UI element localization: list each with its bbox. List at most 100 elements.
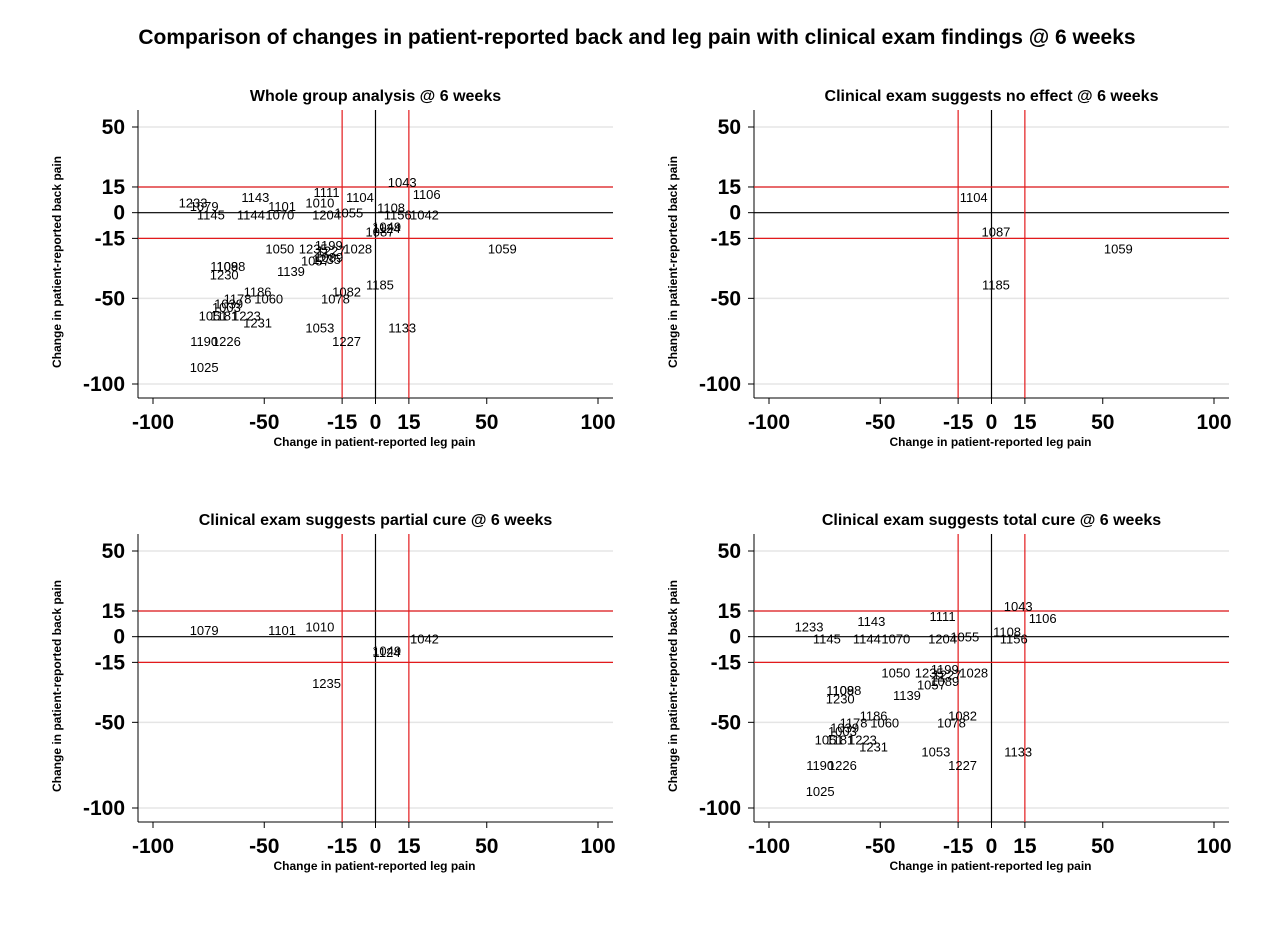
data-point-label: 1079 <box>190 199 219 214</box>
data-point-label: 1133 <box>388 320 416 335</box>
x-tick-label: 100 <box>580 835 615 858</box>
y-tick-label: 15 <box>102 176 126 199</box>
data-point-label: 1010 <box>305 619 334 634</box>
x-tick-label: -100 <box>748 411 790 434</box>
y-axis-label: Change in patient-reported back pain <box>666 156 680 368</box>
x-tick-label: 0 <box>370 835 382 858</box>
data-point-label: 1059 <box>1104 242 1133 257</box>
x-tick-label: -15 <box>327 411 358 434</box>
y-tick-label: -15 <box>711 651 742 674</box>
chart-title: Whole group analysis @ 6 weeks <box>250 88 501 105</box>
data-point-label: 1227 <box>948 758 977 773</box>
chart-panel-whole-group: Whole group analysis @ 6 weeks -100 -50 -15… <box>20 80 640 500</box>
x-tick-label: 100 <box>580 411 615 434</box>
x-tick-label: -15 <box>943 411 974 434</box>
y-tick-label: 0 <box>113 202 125 225</box>
x-tick-label: -15 <box>327 835 358 858</box>
data-point-label: 1101 <box>268 199 296 214</box>
data-point-label: 1108 <box>993 625 1021 640</box>
y-tick-label: -100 <box>83 373 125 396</box>
x-tick-label: 15 <box>397 835 421 858</box>
y-axis-label: Change in patient-reported back pain <box>666 580 680 792</box>
data-point-label: 1111 <box>930 609 956 624</box>
data-point-label: 1088 <box>216 259 245 274</box>
data-point-label: 1042 <box>410 631 439 646</box>
data-point-label: 1057 <box>917 678 946 693</box>
data-point-label: 1088 <box>832 683 861 698</box>
data-point-label: 1104 <box>346 190 374 205</box>
chart-total-cure: Clinical exam suggests total cure @ 6 we… <box>666 512 1232 873</box>
data-point-label: 1143 <box>857 614 885 629</box>
data-point-label: 1039 <box>830 720 859 735</box>
x-tick-label: 50 <box>1091 835 1114 858</box>
x-tick-label: -100 <box>748 835 790 858</box>
data-point-label: 1057 <box>301 254 330 269</box>
y-tick-label: 0 <box>113 626 125 649</box>
data-point-label: 1025 <box>806 784 835 799</box>
data-point-label: 1087 <box>981 225 1010 240</box>
x-tick-label: 15 <box>1013 835 1037 858</box>
data-point-label: 1043 <box>388 175 417 190</box>
x-tick-label: 50 <box>475 835 498 858</box>
y-tick-label: -50 <box>711 287 741 310</box>
chart-no-effect: Clinical exam suggests no effect @ 6 wee… <box>666 88 1232 449</box>
y-tick-label: -100 <box>699 373 741 396</box>
data-point-label: 1104 <box>960 190 988 205</box>
data-point-label: 1133 <box>1004 744 1032 759</box>
data-point-label: 1101 <box>268 623 296 638</box>
chart-title: Clinical exam suggests total cure @ 6 we… <box>822 512 1161 529</box>
data-point-label: 1010 <box>305 195 334 210</box>
data-point-label: 1186 <box>860 708 888 723</box>
x-axis-label: Change in patient-reported leg pain <box>889 435 1091 449</box>
y-tick-label: 15 <box>718 600 742 623</box>
data-point-label: 1060 <box>254 291 283 306</box>
data-point-label: 1003 <box>828 724 857 739</box>
data-point-label: 1070 <box>881 631 910 646</box>
x-tick-label: 50 <box>1091 411 1114 434</box>
data-point-label: 1235 <box>312 252 341 267</box>
data-point-label: 1227 <box>317 243 346 258</box>
data-point-label: 1055 <box>334 206 363 221</box>
data-point-label: 1233 <box>795 619 824 634</box>
data-point-label: 1227 <box>933 667 962 682</box>
y-tick-label: -50 <box>95 287 125 310</box>
data-point-label: 1053 <box>921 744 950 759</box>
x-tick-label: 100 <box>1196 835 1231 858</box>
data-point-label: 1108 <box>377 201 405 216</box>
x-tick-label: -50 <box>249 835 279 858</box>
data-point-label: 1139 <box>277 264 305 279</box>
data-point-label: 1043 <box>1004 599 1033 614</box>
data-point-label: 1039 <box>214 296 243 311</box>
data-point-label: 1185 <box>982 278 1010 293</box>
data-point-label: 1087 <box>365 225 394 240</box>
data-point-label: 1226 <box>212 334 241 349</box>
x-axis-label: Change in patient-reported leg pain <box>889 859 1091 873</box>
chart-panel-total-cure: Clinical exam suggests total cure @ 6 we… <box>636 504 1256 924</box>
y-tick-label: 15 <box>718 176 742 199</box>
x-tick-label: 15 <box>397 411 421 434</box>
data-point-label: 1051 <box>199 308 228 323</box>
data-point-label: 1109 <box>826 683 854 698</box>
data-point-label: 1223 <box>848 732 877 747</box>
data-point-label: 1070 <box>265 207 294 222</box>
data-point-label: 1185 <box>366 278 394 293</box>
data-point-label: 1139 <box>893 688 921 703</box>
y-tick-label: 0 <box>729 202 741 225</box>
data-point-label: 1124 <box>373 221 401 236</box>
y-tick-label: 50 <box>102 116 125 139</box>
y-tick-label: -15 <box>95 227 126 250</box>
figure-title: Comparison of changes in patient-reporte… <box>138 26 1136 49</box>
data-point-label: 1106 <box>1029 611 1057 626</box>
data-point-label: 1186 <box>244 284 272 299</box>
x-tick-label: 0 <box>986 411 998 434</box>
data-point-label: 1111 <box>314 185 340 200</box>
data-point-label: 1223 <box>232 308 261 323</box>
data-point-label: 1060 <box>870 715 899 730</box>
x-tick-label: -100 <box>132 835 174 858</box>
data-point-label: 1078 <box>321 291 350 306</box>
data-point-label: 1144 <box>237 207 265 222</box>
data-point-label: 1233 <box>179 195 208 210</box>
x-tick-label: -15 <box>943 835 974 858</box>
data-point-label: 1042 <box>410 207 439 222</box>
x-tick-label: 0 <box>986 835 998 858</box>
